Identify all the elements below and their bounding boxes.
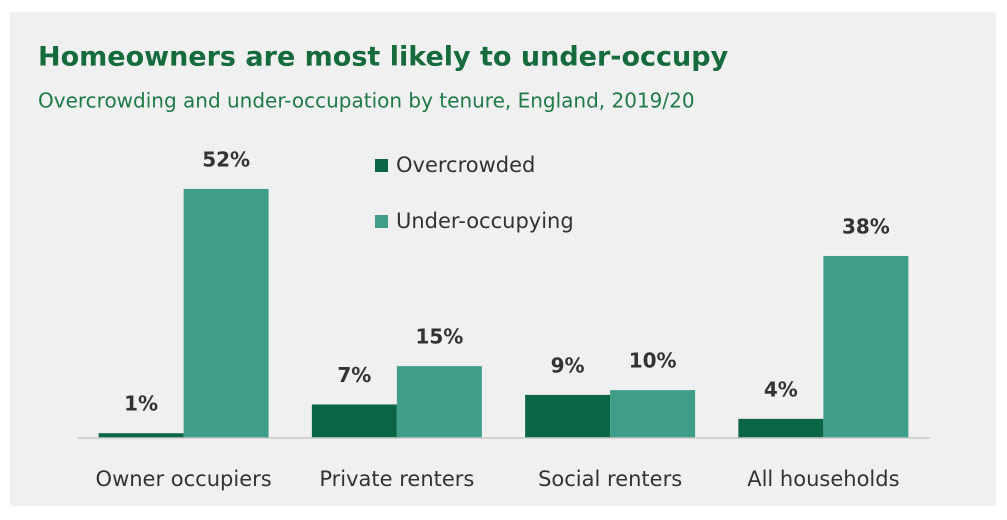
x-tick-label: All households bbox=[747, 467, 899, 491]
bar bbox=[738, 418, 824, 438]
data-label: 9% bbox=[551, 353, 585, 377]
bar bbox=[98, 433, 184, 438]
data-label: 7% bbox=[337, 363, 371, 387]
legend-swatch bbox=[375, 159, 388, 172]
bar bbox=[311, 404, 397, 438]
x-tick-label: Social renters bbox=[538, 467, 682, 491]
data-label: 38% bbox=[842, 214, 890, 238]
bar bbox=[183, 188, 269, 438]
legend-label: Overcrowded bbox=[396, 153, 535, 177]
chart-subtitle: Overcrowding and under-occupation by ten… bbox=[38, 89, 695, 113]
bar bbox=[823, 255, 909, 438]
bar bbox=[610, 390, 696, 438]
x-tick-label: Private renters bbox=[319, 467, 474, 491]
chart-title: Homeowners are most likely to under-occu… bbox=[38, 42, 729, 73]
data-label: 52% bbox=[202, 147, 250, 171]
data-label: 15% bbox=[415, 325, 463, 349]
data-label: 10% bbox=[629, 349, 677, 373]
bar bbox=[396, 366, 482, 438]
legend-label: Under-occupying bbox=[396, 209, 574, 233]
data-label: 1% bbox=[124, 392, 158, 416]
data-label: 4% bbox=[764, 377, 798, 401]
bar bbox=[525, 394, 611, 438]
x-tick-label: Owner occupiers bbox=[96, 467, 272, 491]
legend-swatch bbox=[375, 215, 388, 228]
